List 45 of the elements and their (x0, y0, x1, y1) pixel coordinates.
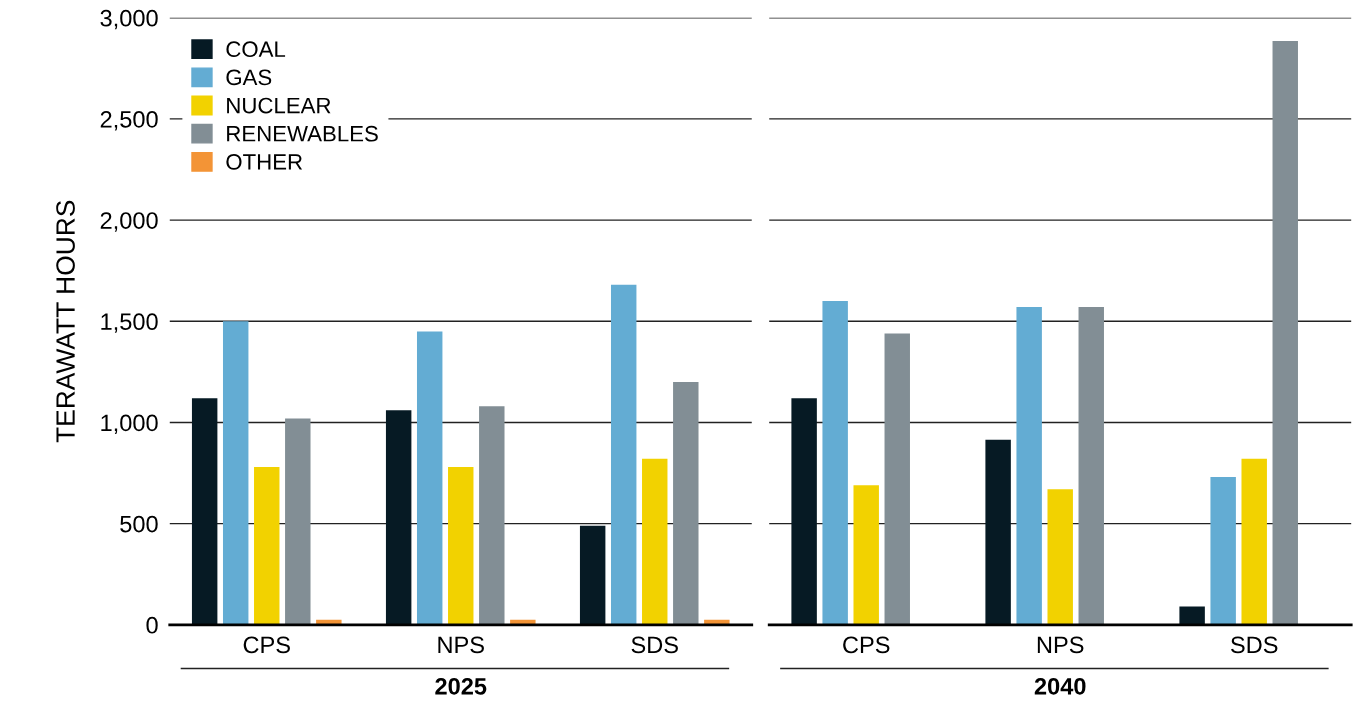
x-axis-title: 2025 (435, 677, 487, 695)
x-tick-label: SDS (1231, 636, 1278, 654)
x-tick-label: CPS (843, 636, 890, 654)
bar (1179, 606, 1205, 625)
bar (254, 466, 280, 625)
bar (579, 525, 606, 625)
bar (1078, 307, 1104, 625)
bar (222, 321, 249, 625)
y-tick-label: 2,000 (100, 212, 158, 232)
y-tick-label: 3,000 (100, 9, 158, 30)
bar (416, 331, 443, 625)
bar (642, 458, 668, 625)
x-tick-label: NPS (1037, 636, 1084, 654)
y-tick-label: 1,000 (101, 414, 158, 435)
bar (985, 439, 1011, 625)
x-tick-label: SDS (631, 636, 678, 654)
x-tick-label: CPS (243, 636, 290, 654)
legend-label: COAL (226, 41, 286, 58)
bar (1016, 307, 1042, 625)
bar (479, 406, 505, 625)
bar (1210, 477, 1236, 625)
legend-label: GAS (226, 69, 272, 86)
bar (285, 418, 311, 625)
bar (191, 398, 218, 625)
bar (610, 284, 637, 625)
bar (822, 301, 848, 625)
y-tick-label: 1,500 (101, 313, 158, 333)
bar (853, 485, 879, 625)
bar (448, 466, 474, 625)
y-tick-label: 2,500 (100, 110, 158, 131)
x-tick-label: NPS (438, 636, 484, 654)
bar (673, 381, 699, 625)
bar (884, 333, 910, 625)
bar (1272, 41, 1298, 625)
bar (385, 410, 412, 625)
legend-label: OTHER (226, 154, 303, 170)
y-tick-label: 0 (146, 616, 158, 634)
legend-label: RENEWABLES (227, 125, 378, 142)
bar (791, 398, 817, 625)
y-axis-title: TERAWATT HOURS (56, 200, 75, 443)
x-axis-title: 2040 (1034, 677, 1086, 695)
legend-label: NUCLEAR (227, 97, 331, 114)
bar (1241, 458, 1267, 625)
y-tick-label: 500 (120, 515, 158, 533)
bar (1047, 489, 1073, 625)
